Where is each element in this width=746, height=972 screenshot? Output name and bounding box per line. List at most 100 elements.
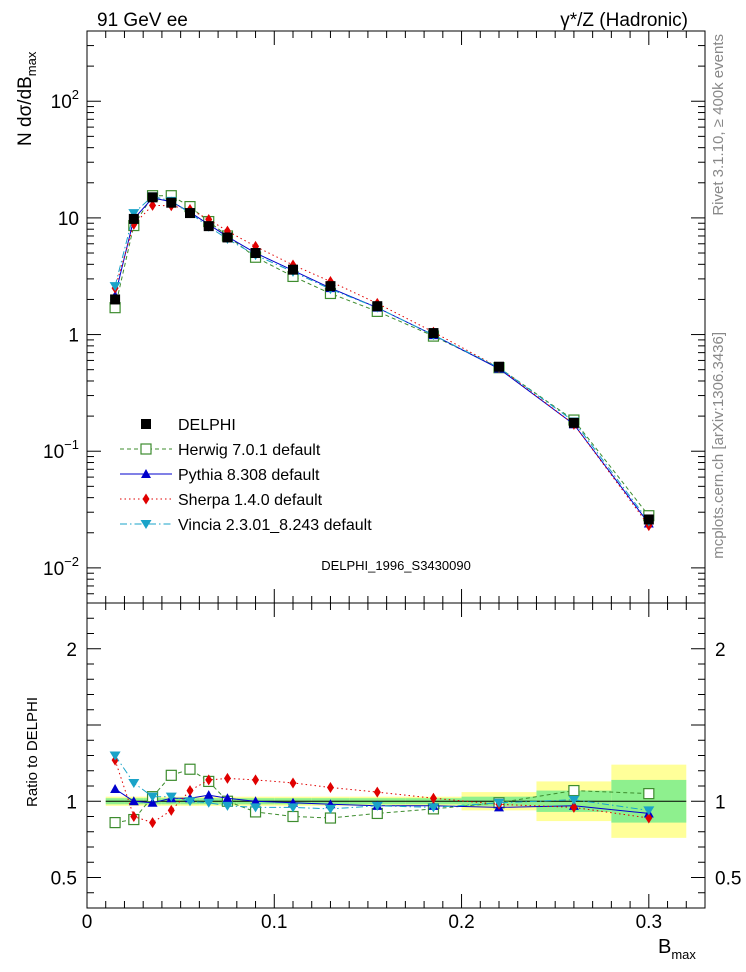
ratio-series-1-point xyxy=(643,788,655,800)
delphi-data-point xyxy=(325,281,336,292)
ratio-series-3-point xyxy=(130,811,138,822)
delphi-data-point xyxy=(222,232,233,243)
delphi-data-point xyxy=(568,417,579,428)
ratio-series-2-point xyxy=(222,793,233,803)
ratio-y-tick-label: 1 xyxy=(715,792,726,813)
main-y-tick-exponent: 2 xyxy=(72,87,79,102)
main-y-tick-base: 10 xyxy=(51,92,72,113)
ratio-series-3-point xyxy=(429,792,437,804)
main-series-4-point xyxy=(109,282,121,292)
ratio-series-2-point xyxy=(110,784,121,794)
ratio-series-3-point xyxy=(289,777,297,789)
main-series-4-point xyxy=(128,209,140,219)
ratio-series-1-point xyxy=(568,784,580,797)
legend-entry-label: Vincia 2.3.01_8.243 default xyxy=(178,517,372,534)
ratio-series-3-point xyxy=(645,812,653,824)
main-y-tick-label: 1 xyxy=(68,326,79,347)
delphi-data-point xyxy=(110,294,121,305)
delphi-data-point xyxy=(494,361,504,372)
ratio-series-4-point xyxy=(643,806,655,816)
legend-entry-label: Sherpa 1.4.0 default xyxy=(178,492,323,509)
ratio-series-1-point xyxy=(324,812,337,824)
ratio-series-4-point xyxy=(165,792,177,802)
header-right: γ*/Z (Hadronic) xyxy=(560,10,688,31)
ratio-series-4-point xyxy=(371,801,383,811)
x-tick-label: 0.1 xyxy=(261,912,287,933)
main-y-tick-base: 10 xyxy=(58,209,79,230)
ratio-series-3-point xyxy=(167,804,175,816)
ratio-y-tick-label: 2 xyxy=(715,640,726,661)
ratio-series-3-point xyxy=(373,786,381,798)
ratio-y-tick-label: 0.5 xyxy=(715,869,741,890)
ratio-series-3-point xyxy=(326,782,334,794)
delphi-data-point xyxy=(250,248,261,259)
ratio-series-1-point xyxy=(287,810,299,823)
header-left: 91 GeV ee xyxy=(97,10,188,31)
ratio-y-tick-label: 1 xyxy=(66,792,77,813)
ratio-series-4-point xyxy=(427,803,439,813)
ratio-series-3-point xyxy=(252,774,260,786)
legend-entry-label: Pythia 8.308 default xyxy=(178,467,320,484)
ratio-series-4-point xyxy=(324,804,336,814)
x-axis-label: B xyxy=(658,936,671,958)
ratio-series-3-point xyxy=(186,785,194,797)
ratio-series-3-point xyxy=(223,772,231,784)
legend-marker xyxy=(141,469,151,478)
ratio-series-4-point xyxy=(568,795,580,805)
main-y-tick-exponent: −2 xyxy=(64,554,79,569)
ratio-series-1-point xyxy=(184,763,196,775)
mcplots-label: mcplots.cern.ch [arXiv:1306.3436] xyxy=(710,332,727,559)
ratio-series-4-point xyxy=(287,803,299,813)
ratio-series-4-point xyxy=(147,792,159,802)
main-y-tick-exponent: −1 xyxy=(64,437,79,452)
x-tick-label: 0 xyxy=(82,912,93,933)
ratio-series-2-point xyxy=(203,790,214,800)
ratio-y-axis-title: Ratio to DELPHI xyxy=(24,697,41,807)
main-y-tick-label: 102 xyxy=(51,87,79,113)
delphi-data-point xyxy=(643,514,654,525)
ratio-series-4-point xyxy=(221,801,233,811)
main-x-ticks xyxy=(86,31,687,603)
ratio-series-4-point xyxy=(128,778,140,788)
ratio-series-1-point xyxy=(165,769,177,781)
delphi-data-point xyxy=(128,213,139,224)
ratio-series-3-line xyxy=(114,759,649,824)
analysis-watermark: DELPHI_1996_S3430090 xyxy=(321,558,471,573)
legend-entry-label: Herwig 7.0.1 default xyxy=(178,442,321,459)
ratio-series-1-point xyxy=(109,816,121,829)
rivet-label: Rivet 3.1.10, ≥ 400k events xyxy=(710,34,727,216)
x-axis-title: Bmax xyxy=(658,936,696,962)
delphi-data-point xyxy=(185,208,195,219)
main-series-3-point xyxy=(149,199,157,211)
ratio-series-3-point xyxy=(570,801,578,813)
delphi-data-point xyxy=(147,192,158,203)
main-y-tick-base: 1 xyxy=(68,326,79,347)
ratio-series-4-point xyxy=(203,798,215,808)
ratio-series-4-point xyxy=(493,798,505,808)
main-y-axis-subscript: max xyxy=(24,51,39,76)
ratio-x-ticks: 0 0.1 0.2 0.3 xyxy=(82,603,687,933)
ratio-series-2-point xyxy=(147,797,158,807)
ratio-series-2-point xyxy=(128,796,139,806)
ratio-series-4-point xyxy=(250,803,262,813)
ratio-series-2-point xyxy=(250,796,261,806)
ratio-series-4-point xyxy=(184,797,196,807)
main-y-axis-title: N dσ/dBmax xyxy=(15,51,39,146)
x-tick-label: 0.2 xyxy=(448,912,474,933)
main-y-axis-label: N dσ/dB xyxy=(15,76,36,146)
legend-entry-label: DELPHI xyxy=(178,417,236,434)
ratio-y-tick-label: 0.5 xyxy=(51,869,77,890)
delphi-data-point xyxy=(428,328,439,339)
ratio-series-3-point xyxy=(205,774,213,786)
main-points xyxy=(110,192,654,525)
ratio-series-3-point xyxy=(149,817,157,829)
ratio-y-ticks: 0.5 0.5 1 1 2 2 xyxy=(51,617,741,894)
legend-marker xyxy=(140,520,152,529)
main-y-tick-label: 10−2 xyxy=(43,554,79,580)
ratio-series-4-point xyxy=(109,751,121,761)
x-tick-label: 0.3 xyxy=(636,912,662,933)
ratio-y-tick-label: 2 xyxy=(66,640,77,661)
